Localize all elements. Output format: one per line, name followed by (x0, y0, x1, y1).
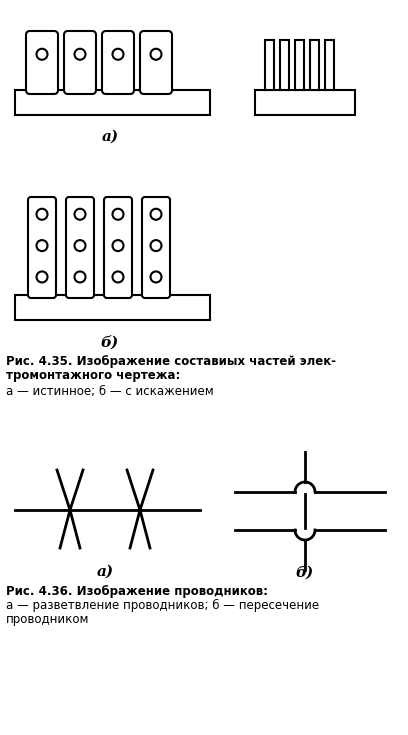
Circle shape (113, 240, 124, 251)
Text: а): а) (96, 565, 113, 579)
Bar (265, 40, 274, 90)
Circle shape (36, 240, 47, 251)
Circle shape (75, 271, 86, 282)
Bar (280, 40, 289, 90)
Text: а — разветвление проводников; б — пересечение: а — разветвление проводников; б — пересе… (6, 599, 319, 612)
Text: тромонтажного чертежа:: тромонтажного чертежа: (6, 369, 180, 382)
Text: б): б) (296, 565, 314, 579)
Bar (310, 40, 319, 90)
Circle shape (113, 49, 124, 60)
FancyBboxPatch shape (26, 31, 58, 94)
Circle shape (75, 49, 86, 60)
Text: проводником: проводником (6, 613, 89, 626)
Bar (15, 90, 210, 115)
Circle shape (151, 240, 162, 251)
Bar (255, 90, 355, 115)
Circle shape (151, 271, 162, 282)
Circle shape (113, 209, 124, 220)
Text: а): а) (102, 130, 119, 144)
FancyBboxPatch shape (140, 31, 172, 94)
FancyBboxPatch shape (28, 197, 56, 298)
Circle shape (75, 209, 86, 220)
Circle shape (151, 49, 162, 60)
FancyBboxPatch shape (64, 31, 96, 94)
Circle shape (151, 209, 162, 220)
Text: б): б) (101, 335, 119, 349)
Circle shape (113, 271, 124, 282)
Bar (15, 295, 210, 320)
FancyBboxPatch shape (104, 197, 132, 298)
Circle shape (75, 240, 86, 251)
Bar (295, 40, 304, 90)
Circle shape (36, 271, 47, 282)
FancyBboxPatch shape (142, 197, 170, 298)
Text: Рис. 4.36. Изображение проводников:: Рис. 4.36. Изображение проводников: (6, 585, 268, 598)
Circle shape (36, 49, 47, 60)
Text: а — истинное; б — с искажением: а — истинное; б — с искажением (6, 385, 214, 398)
Bar (325, 40, 334, 90)
Text: Рис. 4.35. Изображение составиых частей элек-: Рис. 4.35. Изображение составиых частей … (6, 355, 336, 368)
FancyBboxPatch shape (66, 197, 94, 298)
Circle shape (36, 209, 47, 220)
FancyBboxPatch shape (102, 31, 134, 94)
